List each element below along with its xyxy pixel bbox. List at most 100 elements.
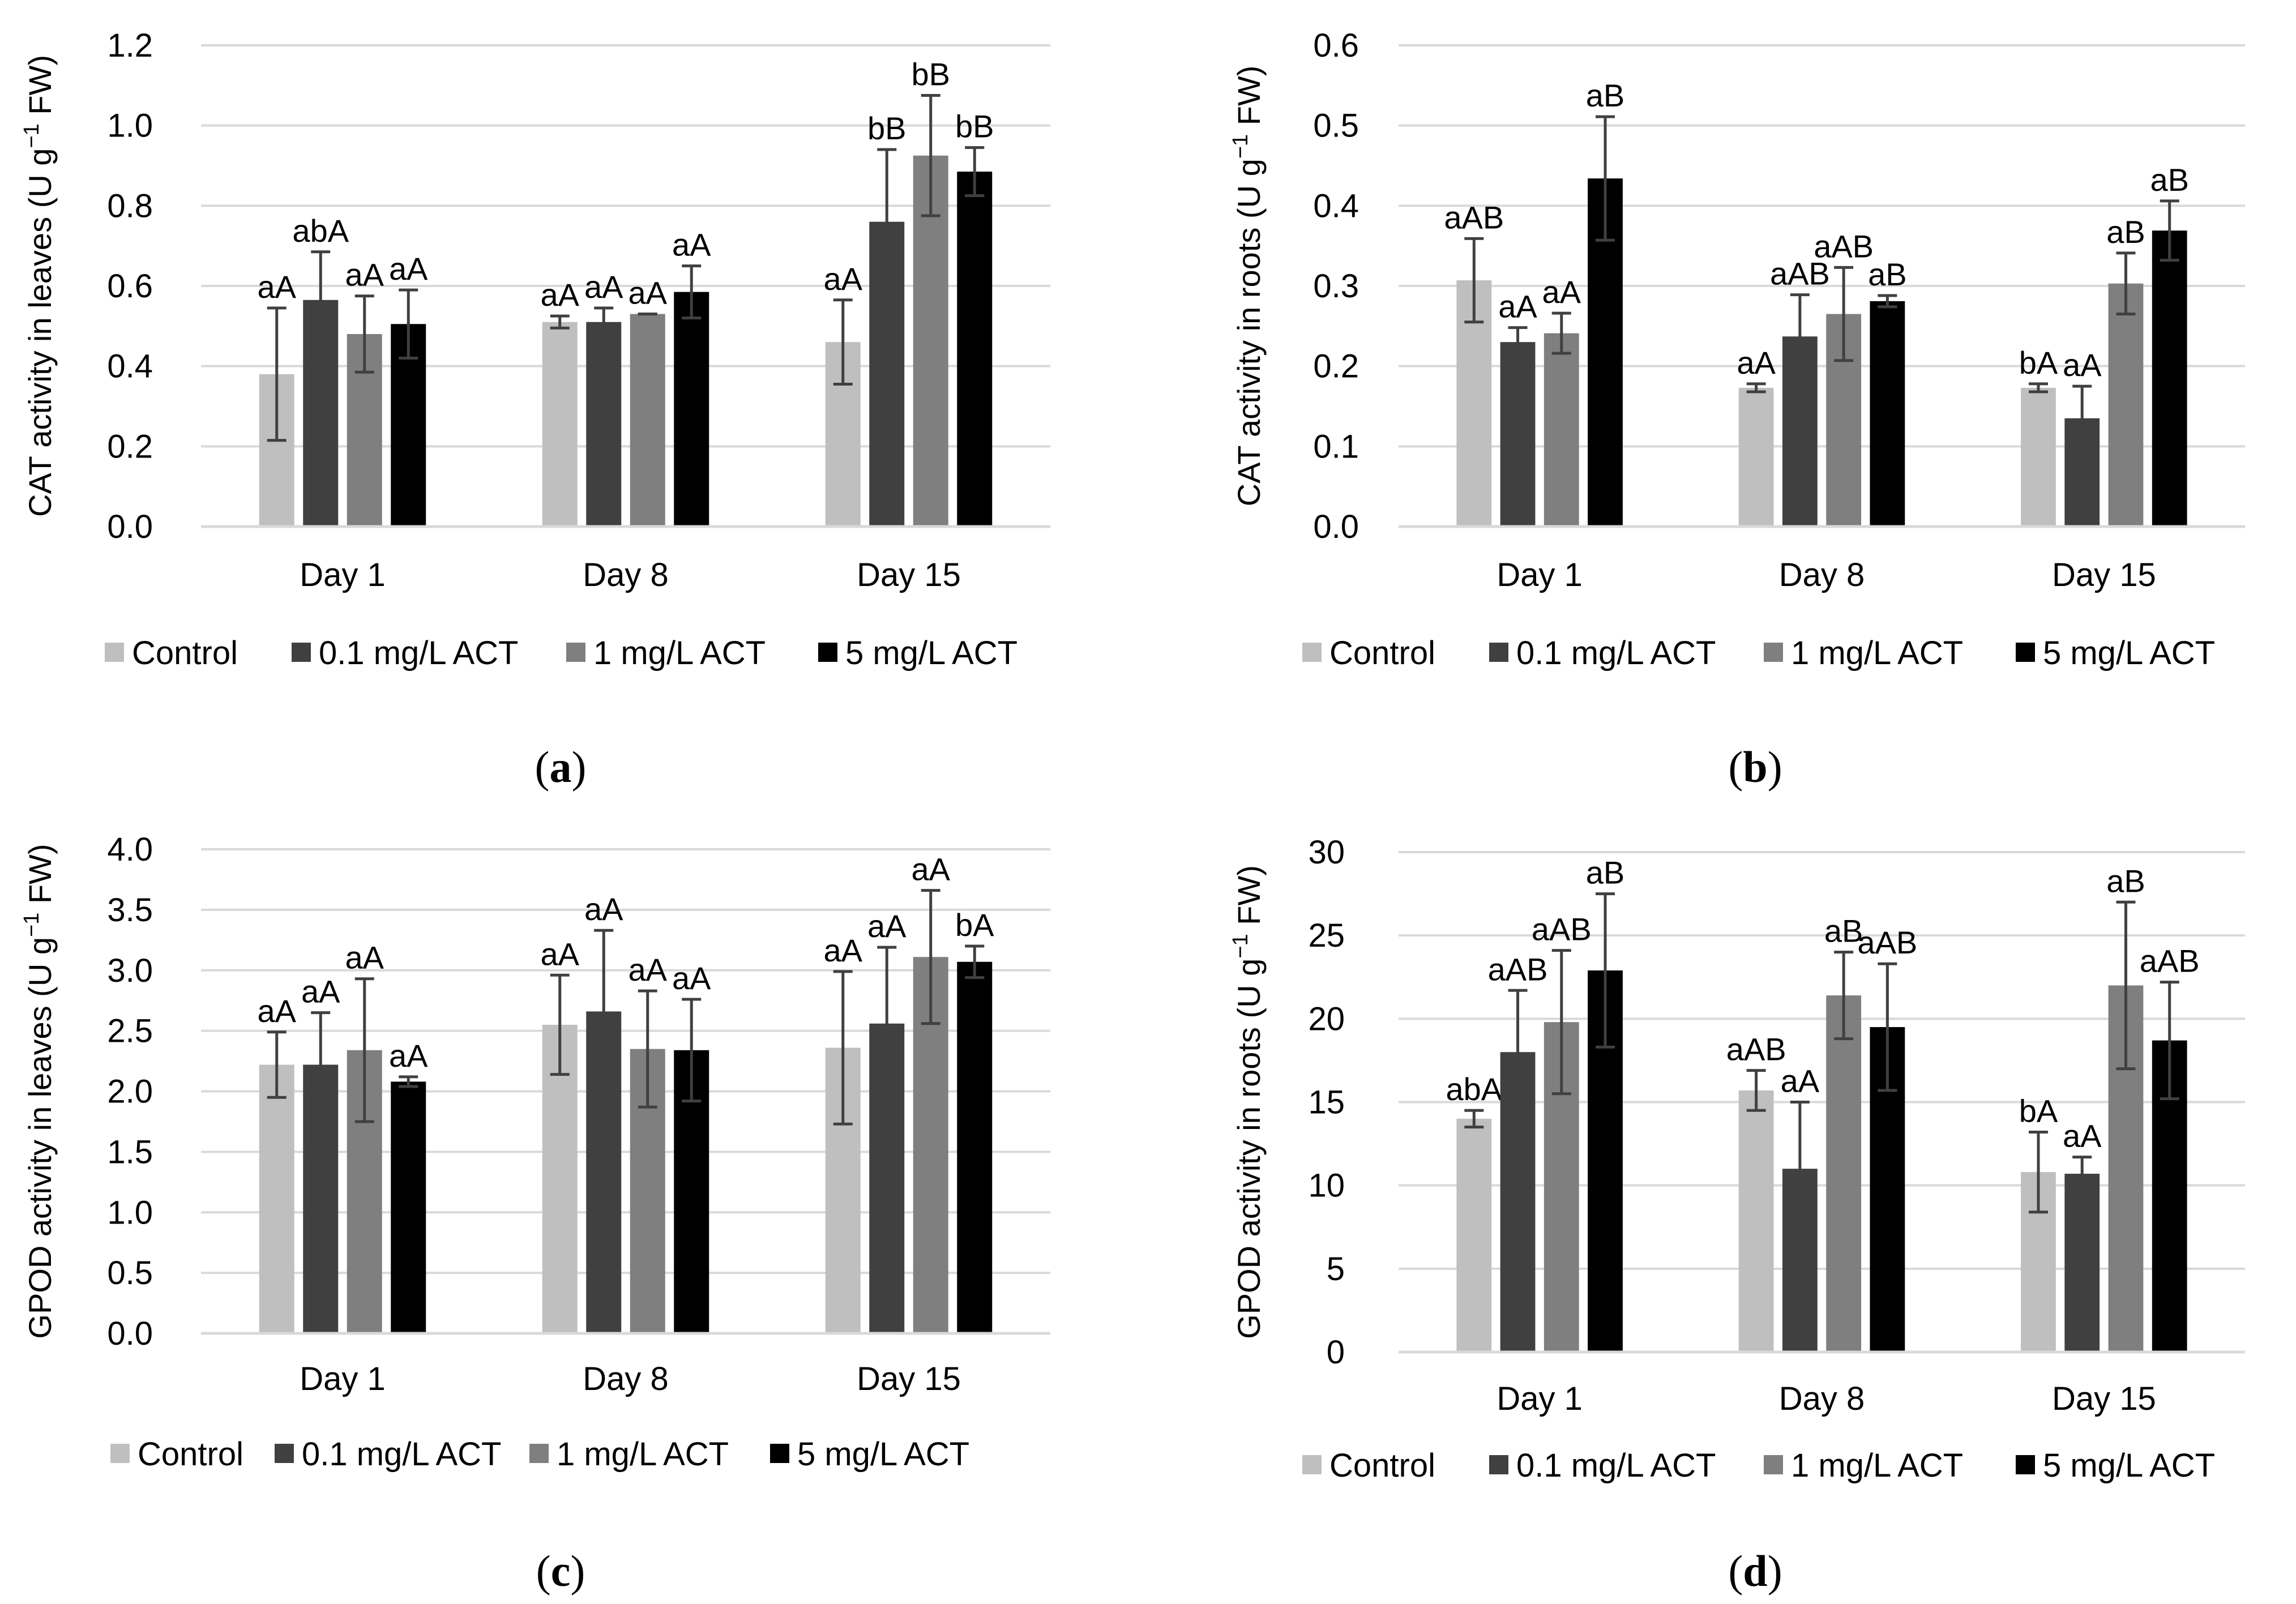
- significance-label: aA: [1781, 1063, 1820, 1099]
- legend: Control 0.1 mg/L ACT 1 mg/L ACT 5 mg/L ACT: [1302, 635, 2215, 671]
- significance-label: aA: [541, 936, 580, 972]
- legend-swatch: [1764, 1455, 1783, 1474]
- legend-swatch: [110, 1444, 130, 1463]
- y-tick-label: 1.2: [107, 27, 153, 64]
- bar: [674, 292, 709, 527]
- significance-label: aA: [2063, 347, 2102, 383]
- bar: [1544, 333, 1579, 527]
- legend-swatch: [105, 643, 124, 662]
- legend-label: 0.1 mg/L ACT: [302, 1436, 501, 1473]
- legend-label: 0.1 mg/L ACT: [1516, 1447, 1716, 1484]
- legend-label: 1 mg/L ACT: [593, 635, 766, 671]
- y-tick-label: 0.3: [1313, 268, 1359, 305]
- bar: [957, 961, 993, 1333]
- panel-label-b: (b): [1728, 742, 1782, 792]
- panel-label-d: (d): [1728, 1546, 1782, 1596]
- significance-label: aA: [912, 852, 951, 887]
- legend: Control 0.1 mg/L ACT 1 mg/L ACT 5 mg/L ACT: [105, 635, 1017, 671]
- legend-swatch: [1489, 643, 1508, 662]
- significance-label: bA: [2019, 1093, 2058, 1128]
- bar: [630, 314, 665, 527]
- significance-label: aA: [345, 257, 384, 293]
- y-tick-label: 0.0: [1313, 508, 1359, 545]
- legend-label: Control: [132, 635, 238, 671]
- significance-label: aA: [867, 908, 907, 944]
- x-tick-label: Day 8: [1779, 1380, 1865, 1417]
- x-tick-label: Day 1: [1497, 557, 1583, 593]
- significance-label: bB: [955, 109, 994, 144]
- chart-panel-a: 0.0 0.2 0.4 0.6 0.8 1.0 1.2 CAT activity in lea…: [20, 27, 1050, 671]
- significance-label: aA: [301, 974, 340, 1010]
- y-tick-label: 1.0: [107, 1194, 153, 1231]
- y-axis-label: CAT activity in leaves (U g−1 FW): [20, 55, 58, 517]
- bar: [957, 172, 993, 527]
- legend-swatch: [770, 1444, 789, 1463]
- bar: [1456, 1118, 1492, 1352]
- significance-label: aA: [389, 1038, 428, 1073]
- significance-label: aB: [1586, 78, 1625, 113]
- y-tick-label: 5: [1327, 1251, 1345, 1288]
- significance-label: aB: [2106, 214, 2145, 250]
- y-tick-label: 15: [1308, 1084, 1345, 1121]
- significance-label: aB: [1868, 256, 1907, 292]
- significance-label: aAB: [1532, 912, 1592, 947]
- significance-label: aA: [824, 261, 863, 297]
- x-tick-label: Day 1: [1497, 1380, 1583, 1417]
- significance-label: aA: [672, 227, 711, 263]
- panel-label-a: (a): [535, 742, 587, 792]
- x-tick-label: Day 15: [2052, 1380, 2156, 1417]
- y-tick-label: 3.0: [107, 952, 153, 989]
- significance-label: bA: [955, 907, 994, 943]
- y-tick-label: 0.2: [107, 428, 153, 465]
- legend-label: 5 mg/L ACT: [797, 1436, 969, 1473]
- significance-label: aA: [672, 960, 711, 996]
- legend: Control 0.1 mg/L ACT 1 mg/L ACT 5 mg/L ACT: [110, 1436, 969, 1473]
- significance-label: aA: [2063, 1118, 2102, 1154]
- significance-label: aA: [258, 993, 297, 1029]
- significance-label: aAB: [1488, 951, 1548, 987]
- legend-swatch: [292, 643, 311, 662]
- legend-swatch: [529, 1444, 549, 1463]
- legend: Control 0.1 mg/L ACT 1 mg/L ACT 5 mg/L ACT: [1302, 1447, 2215, 1484]
- y-tick-label: 0.5: [1313, 108, 1359, 144]
- y-tick-label: 0: [1327, 1334, 1345, 1371]
- x-tick-label: Day 15: [2052, 557, 2156, 593]
- y-tick-label: 0.6: [1313, 27, 1359, 64]
- y-tick-label: 25: [1308, 917, 1345, 954]
- y-tick-label: 30: [1308, 834, 1345, 871]
- legend-label: 1 mg/L ACT: [1791, 1447, 1963, 1484]
- legend-label: 1 mg/L ACT: [557, 1436, 729, 1473]
- y-tick-label: 0.6: [107, 268, 153, 305]
- legend-label: Control: [1329, 635, 1435, 671]
- significance-label: aA: [1542, 274, 1581, 310]
- x-tick-label: Day 8: [583, 557, 669, 593]
- legend-label: 0.1 mg/L ACT: [1516, 635, 1716, 671]
- legend-swatch: [1764, 643, 1783, 662]
- y-tick-label: 4.0: [107, 831, 153, 868]
- significance-label: aA: [345, 940, 384, 976]
- significance-label: aA: [628, 275, 668, 311]
- legend-label: 5 mg/L ACT: [2043, 635, 2215, 671]
- legend-swatch: [1302, 1455, 1322, 1474]
- bar: [391, 1081, 426, 1333]
- y-tick-label: 1.5: [107, 1134, 153, 1170]
- significance-label: abA: [1446, 1071, 1502, 1107]
- x-tick-label: Day 1: [300, 1361, 386, 1397]
- significance-label: aB: [2106, 863, 2145, 899]
- legend-label: 1 mg/L ACT: [1791, 635, 1963, 671]
- significance-label: aAB: [1857, 925, 1917, 960]
- legend-label: 5 mg/L ACT: [845, 635, 1017, 671]
- legend-swatch: [275, 1444, 294, 1463]
- y-axis-label: GPOD activity in leaves (U g−1 FW): [20, 844, 58, 1338]
- significance-label: aA: [824, 933, 863, 968]
- x-tick-label: Day 15: [857, 1361, 961, 1397]
- significance-label: aA: [1737, 345, 1776, 380]
- y-tick-label: 20: [1308, 1000, 1345, 1037]
- significance-label: abA: [292, 213, 349, 249]
- y-tick-label: 2.0: [107, 1073, 153, 1110]
- legend-label: Control: [1329, 1447, 1435, 1484]
- legend-label: 0.1 mg/L ACT: [319, 635, 518, 671]
- significance-label: bB: [912, 57, 951, 92]
- legend-swatch: [818, 643, 837, 662]
